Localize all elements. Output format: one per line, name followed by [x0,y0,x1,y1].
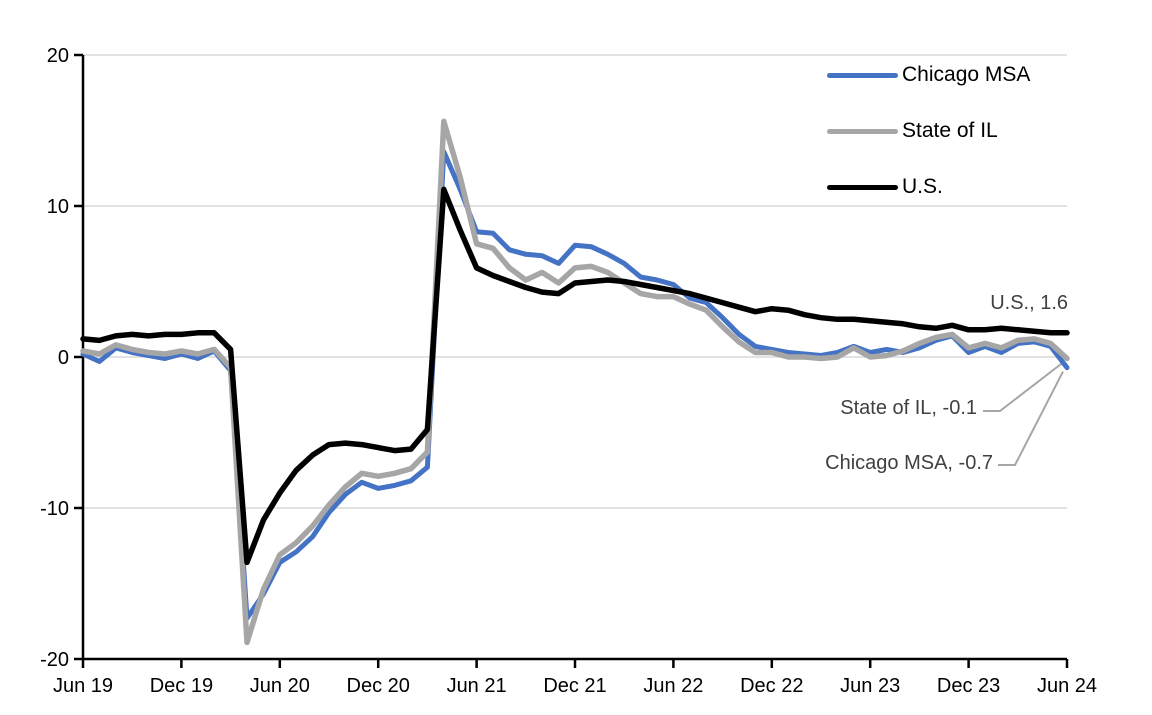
y-tick-label: -10 [40,498,69,520]
series-line-u-s [80,186,1070,566]
y-tick-label: 10 [47,196,69,218]
x-tick-label: Jun 24 [1037,675,1097,697]
legend-item-us: U.S. [827,173,1047,201]
legend-label-state-of-il: State of IL [902,119,998,142]
x-tick-label: Jun 19 [53,675,113,697]
x-tick-label: Dec 20 [347,675,410,697]
series-line-state-of-il [80,118,1070,646]
legend-item-chicago-msa: Chicago MSA [827,61,1047,89]
annotation-chicago-msa: Chicago MSA, -0.7 [825,452,993,474]
annotation-us: U.S., 1.6 [990,292,1068,314]
legend-swatch-state-of-il [827,128,898,134]
x-tick-label: Jun 20 [250,675,310,697]
x-tick-label: Jun 23 [840,675,900,697]
legend: Chicago MSA State of IL U.S. [827,61,1047,229]
x-tick-label: Jun 22 [643,675,703,697]
x-tick-label: Dec 21 [543,675,606,697]
annotation-leader-line [983,361,1064,412]
legend-label-chicago-msa: Chicago MSA [902,63,1031,86]
y-tick-label: 20 [47,45,69,67]
legend-label-us: U.S. [902,175,943,198]
x-tick-label: Dec 22 [740,675,803,697]
annotation-leader-line [998,371,1064,466]
x-tick-label: Dec 19 [150,675,213,697]
legend-item-state-of-il: State of IL [827,117,1047,145]
x-tick-label: Jun 21 [447,675,507,697]
annotation-state-of-il: State of IL, -0.1 [840,397,977,419]
x-tick-label: Dec 23 [937,675,1000,697]
legend-swatch-us [827,184,898,190]
y-tick-label: 0 [58,347,69,369]
y-tick-label: -20 [40,649,69,671]
legend-swatch-chicago-msa [827,72,898,78]
